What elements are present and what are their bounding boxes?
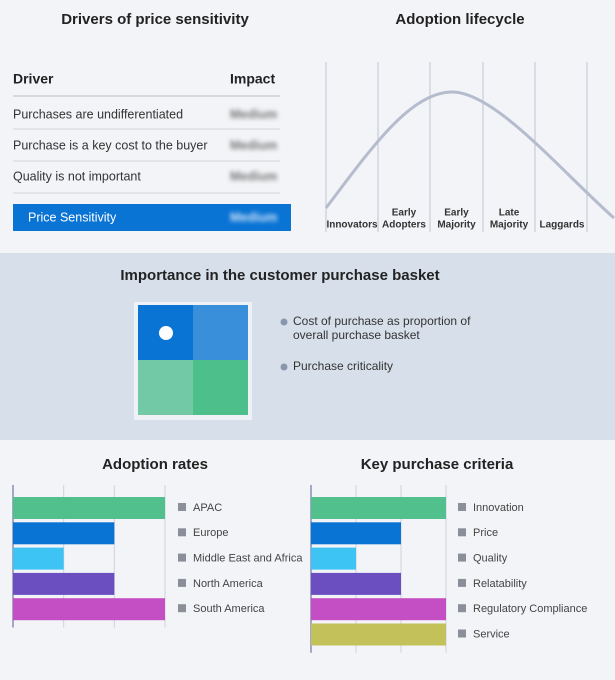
lifecycle-title: Adoption lifecycle [395,11,524,28]
driver: Purchases are undifferentiated [13,107,183,121]
legend-label: Innovation [473,502,524,514]
summary-impact: Medium [230,210,277,224]
legend-label: North America [193,578,264,590]
drivers-title: Drivers of price sensitivity [61,11,249,28]
legend-label: Quality [473,553,508,565]
legend-dot [280,363,288,371]
stage-label: Majority [437,220,476,231]
quadrant [138,360,193,415]
legend-swatch [458,553,466,562]
legend-swatch [458,528,466,537]
legend-swatch [178,553,186,562]
basket-band [0,253,615,440]
legend-swatch [178,578,186,587]
legend-label: Middle East and Africa [193,553,303,565]
quadrant [193,360,248,415]
impact: Medium [230,107,277,121]
header: Impact [230,71,275,87]
bar [311,497,446,519]
chart-title: Adoption rates [102,456,208,473]
legend-label: Regulatory Compliance [473,603,587,615]
legend-text: overall purchase basket [293,328,420,342]
summary-row [13,204,291,231]
stage-label: Laggards [539,220,584,231]
legend-label: APAC [193,502,222,514]
legend-swatch [458,604,466,613]
stage-label: Early [444,208,469,219]
impact: Medium [230,169,277,183]
legend-swatch [178,528,186,537]
driver: Quality is not important [13,169,141,183]
legend-swatch [178,503,186,511]
legend-dot [280,318,288,326]
legend-swatch [178,604,186,613]
stage-dividers [325,62,588,232]
summary-label: Price Sensitivity [28,210,117,224]
chart-title: Key purchase criteria [361,456,514,473]
bar [311,572,401,595]
stage-label: Adopters [382,220,426,231]
impact: Medium [230,138,277,152]
bar [13,598,165,621]
quadrant [193,305,248,360]
legend-text: Cost of purchase as proportion of [293,314,471,328]
bar [13,547,64,570]
legend-label: Relatability [473,578,527,590]
bar [13,572,115,595]
bar [13,497,165,519]
bar [311,623,446,646]
position-marker [159,326,173,340]
legend-label: South America [193,603,265,615]
stage-label: Late [499,208,520,219]
bar [13,522,115,545]
legend-text: Purchase criticality [293,359,393,373]
legend-swatch [458,503,466,511]
driver: Purchase is a key cost to the buyer [13,138,208,152]
legend-swatch [458,578,466,587]
legend-label: Service [473,628,510,640]
bar [311,522,401,545]
legend-label: Price [473,527,498,539]
bar [311,547,356,570]
bar [311,598,446,621]
legend-swatch [458,629,466,638]
header: Driver [13,71,54,87]
basket-title: Importance in the customer purchase bask… [120,267,439,284]
stage-label: Innovators [326,220,378,231]
lifecycle-curve [324,90,615,220]
stage-label: Early [392,208,417,219]
stage-label: Majority [490,220,529,231]
legend-label: Europe [193,527,228,539]
